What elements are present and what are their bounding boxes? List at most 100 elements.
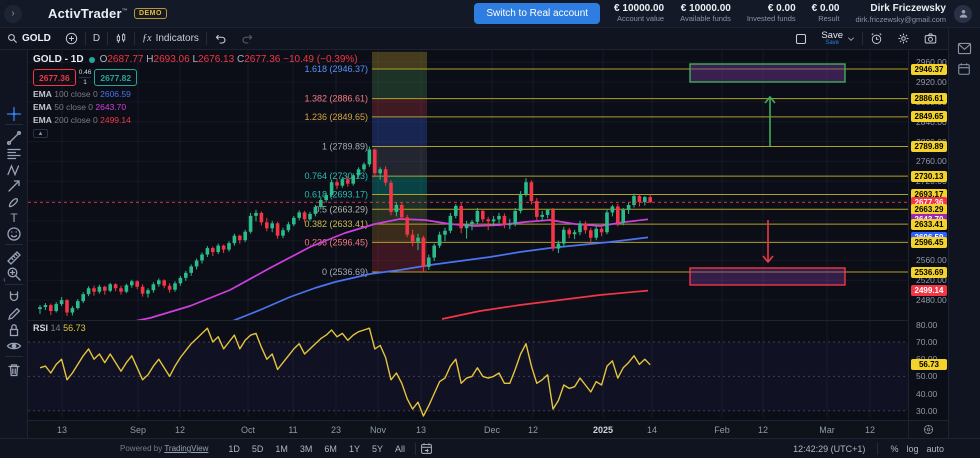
alarm-clock-icon	[871, 33, 882, 45]
price-badge: 2663.29	[911, 203, 947, 215]
candle-body	[43, 305, 48, 308]
price-axis[interactable]: 2960.002920.002880.002840.002800.002760.…	[908, 50, 948, 420]
sell-button[interactable]: 2677.36	[33, 69, 76, 86]
undo-button[interactable]	[207, 28, 234, 49]
fib-retracement-tool[interactable]	[6, 146, 22, 162]
settings-button[interactable]	[890, 32, 917, 45]
candle-body	[437, 234, 442, 246]
trash-tool[interactable]	[6, 362, 22, 378]
candle-body	[643, 197, 647, 203]
candle-body	[308, 213, 312, 220]
candle-body	[265, 222, 269, 229]
drawing-mode-tool[interactable]	[6, 306, 22, 322]
gear-icon	[898, 33, 909, 44]
brush-tool[interactable]	[6, 194, 22, 210]
time-axis[interactable]: 13 Sep 12 Oct 11 23 Nov 13 Dec 12 2025 14 Feb 12 Mar 12	[28, 420, 908, 438]
target-zone-box[interactable]	[689, 63, 846, 83]
magnet-tool[interactable]	[6, 290, 22, 306]
legend-collapse-button[interactable]: ▲	[33, 129, 48, 138]
lock-tool[interactable]	[6, 322, 22, 338]
auto-scale-toggle[interactable]: auto	[926, 443, 944, 454]
range-5y[interactable]: 5Y	[371, 443, 383, 454]
chart-style-button[interactable]	[108, 28, 134, 49]
tradingview-link[interactable]: TradingView	[164, 444, 209, 453]
xabcd-pattern-tool[interactable]	[6, 162, 22, 178]
result-stat: € 0.00 Result	[811, 3, 840, 23]
plus-circle-icon	[65, 32, 78, 45]
candle-body	[572, 232, 577, 235]
axis-gear-icon	[923, 424, 934, 435]
time-tick: 13	[415, 425, 427, 435]
log-scale-toggle[interactable]: log	[906, 443, 919, 454]
indicators-button[interactable]: ƒx Indicators	[142, 33, 199, 44]
candle-body	[362, 164, 366, 170]
symbol-search[interactable]: GOLD	[0, 28, 58, 49]
candle-body	[508, 224, 512, 226]
candle-body	[319, 200, 323, 207]
range-1y[interactable]: 1Y	[348, 443, 360, 454]
range-all[interactable]: All	[394, 443, 405, 454]
candle-body	[81, 294, 85, 302]
candle-body	[238, 235, 242, 241]
redo-icon	[242, 34, 253, 44]
candle-body	[130, 281, 134, 286]
target-zone-box[interactable]	[689, 267, 846, 286]
switch-to-real-button[interactable]: Switch to Real account	[474, 3, 601, 24]
candle-body	[535, 201, 539, 217]
candle-body	[475, 210, 480, 222]
candle-body	[70, 308, 75, 313]
buy-button[interactable]: 2677.82	[94, 69, 138, 86]
mail-icon	[957, 42, 972, 55]
fib-level-label: 0.764 (2730.13)	[304, 171, 368, 181]
text-tool[interactable]: T	[6, 210, 22, 226]
rsi-tick: 50.00	[916, 371, 938, 382]
candle-body	[394, 204, 399, 212]
candle-body	[583, 223, 588, 231]
rsi-band	[28, 342, 908, 411]
zoom-in-tool[interactable]	[6, 266, 22, 282]
snapshot-button[interactable]	[917, 32, 944, 45]
percent-scale-toggle[interactable]: %	[890, 443, 899, 454]
time-tick: 13	[56, 425, 68, 435]
range-6m[interactable]: 6M	[324, 443, 337, 454]
time-tick: Sep	[129, 425, 147, 435]
messages-button[interactable]	[957, 42, 973, 58]
trend-line-tool[interactable]	[6, 130, 22, 146]
candle-body	[216, 245, 220, 253]
layout-button[interactable]	[788, 33, 814, 45]
fib-level-label: 0.618 (2693.17)	[304, 189, 368, 199]
calendar-button[interactable]	[957, 62, 973, 78]
timeframe-button[interactable]: D	[92, 33, 101, 44]
eye-tool[interactable]	[6, 338, 22, 354]
fib-level-label: 1.236 (2849.65)	[304, 112, 368, 122]
chart-pane[interactable]: 1.618 (2946.37) 1.382 (2886.61) 1.236 (284…	[28, 50, 908, 420]
user-info[interactable]: Dirk Friczewsky dirk.friczewsky@gmail.com	[855, 3, 946, 24]
axis-settings-corner[interactable]	[908, 420, 948, 438]
candle-body	[286, 224, 291, 231]
sidebar-expand-icon[interactable]: ›	[4, 4, 22, 23]
range-1d[interactable]: 1D	[228, 443, 240, 454]
forecast-tool[interactable]	[6, 178, 22, 194]
range-5d[interactable]: 5D	[251, 443, 264, 454]
range-1m[interactable]: 1M	[275, 443, 288, 454]
emoji-tool[interactable]	[6, 226, 22, 242]
price-tick: 2480.00	[916, 295, 947, 306]
candle-body	[632, 196, 636, 205]
ruler-tool[interactable]	[6, 250, 22, 266]
candle-body	[432, 245, 436, 258]
panel-collapse-icon[interactable]: ‹	[3, 274, 6, 284]
bid-ask-widget: 2677.36 0.46 1 2677.82	[33, 69, 358, 86]
alert-button[interactable]	[863, 32, 890, 45]
candle-body	[578, 223, 582, 233]
candle-body	[486, 219, 490, 222]
redo-button[interactable]	[234, 28, 261, 49]
avatar[interactable]	[954, 4, 972, 23]
save-button[interactable]: Save Save	[814, 31, 862, 46]
xabcd-pattern-icon	[7, 164, 20, 177]
crosshair-tool[interactable]	[6, 106, 22, 122]
go-to-date-button[interactable]	[420, 442, 433, 455]
candle-body	[302, 212, 307, 220]
time-tick: Feb	[714, 425, 730, 435]
compare-add-button[interactable]	[58, 28, 85, 49]
range-3m[interactable]: 3M	[299, 443, 313, 454]
